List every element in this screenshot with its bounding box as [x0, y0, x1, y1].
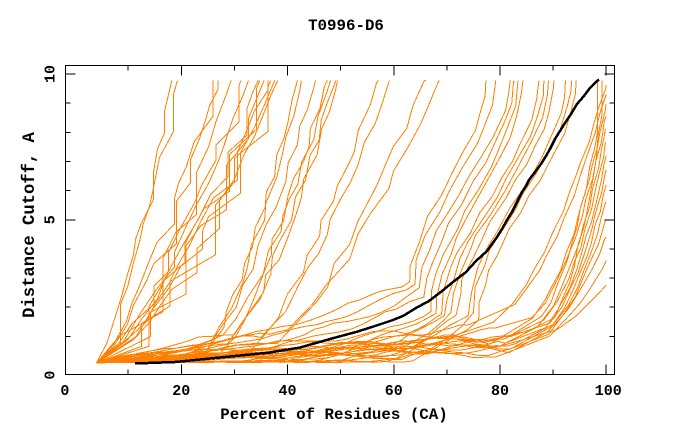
- svg-text:10: 10: [43, 65, 60, 83]
- svg-text:5: 5: [43, 215, 60, 224]
- svg-text:60: 60: [385, 383, 403, 400]
- svg-text:80: 80: [491, 383, 509, 400]
- svg-text:Percent of Residues (CA): Percent of Residues (CA): [220, 406, 448, 424]
- svg-text:40: 40: [278, 383, 296, 400]
- svg-text:100: 100: [595, 383, 622, 400]
- svg-text:T0996-D6: T0996-D6: [308, 17, 384, 35]
- svg-text:0: 0: [43, 371, 60, 380]
- svg-text:20: 20: [172, 383, 190, 400]
- svg-text:0: 0: [60, 383, 69, 400]
- svg-text:Distance Cutoff, A: Distance Cutoff, A: [21, 131, 40, 317]
